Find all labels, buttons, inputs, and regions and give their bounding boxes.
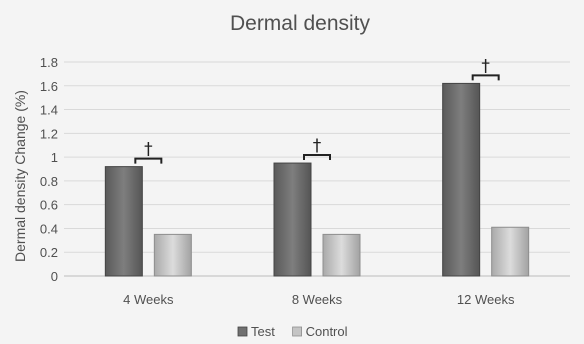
y-tick-label: 0.6 (40, 198, 58, 213)
significance-bracket (134, 157, 163, 164)
y-tick-label: 1.8 (40, 55, 58, 70)
significance-bracket (471, 74, 500, 81)
bar-control-2 (491, 226, 530, 277)
bar-test-2 (442, 82, 481, 277)
dagger-annotation: † (313, 136, 322, 156)
bars (104, 82, 530, 277)
y-tick-label: 0.4 (40, 221, 58, 236)
bar-control-1 (322, 233, 361, 277)
y-tick-label: 1.6 (40, 79, 58, 94)
x-tick-label: 8 Weeks (292, 292, 343, 307)
y-tick-labels: 0 0.2 0.4 0.6 0.8 1 1.2 1.4 1.6 1.8 (40, 55, 58, 284)
legend-label-test: Test (251, 324, 275, 339)
y-tick-label: 1.2 (40, 126, 58, 141)
dagger-annotation: † (481, 56, 490, 76)
y-axis-label: Dermal density Change (%) (12, 90, 28, 262)
legend-swatch-test (237, 326, 248, 337)
y-tick-label: 0.8 (40, 174, 58, 189)
significance-bracket (303, 154, 331, 161)
bar-test-1 (273, 162, 312, 277)
x-tick-label: 4 Weeks (123, 292, 174, 307)
bar-control-0 (153, 233, 192, 277)
chart-title: Dermal density (230, 12, 371, 35)
significance-annotations: † † † (134, 56, 500, 164)
x-tick-labels: 4 Weeks 8 Weeks 12 Weeks (123, 292, 515, 307)
legend: Test Control (237, 324, 348, 339)
y-tick-label: 0.2 (40, 245, 58, 260)
x-tick-label: 12 Weeks (457, 292, 515, 307)
gridlines (64, 61, 570, 277)
dagger-annotation: † (144, 140, 153, 160)
bar-test-0 (104, 166, 143, 277)
y-tick-label: 1.4 (40, 103, 58, 118)
legend-swatch-control (292, 326, 303, 337)
y-tick-label: 1 (51, 150, 58, 165)
legend-label-control: Control (306, 324, 348, 339)
y-tick-label: 0 (51, 269, 58, 284)
